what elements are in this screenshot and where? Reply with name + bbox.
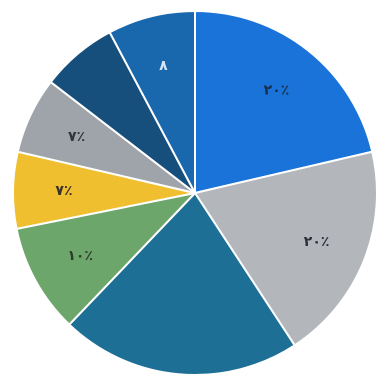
pie-slice-3: [67, 191, 297, 376]
pie-slice-4: [15, 191, 198, 327]
pie-slice-label-6: ٧٪: [68, 129, 85, 145]
pie-slice-label-1: ٢٠٪: [264, 82, 290, 98]
pie-slice-label-5: ٧٪: [55, 183, 72, 199]
pie-slice-1: [194, 9, 374, 195]
pie-slice-label-4: ١٠٪: [67, 248, 93, 264]
pie-slice-label-2: ٢٠٪: [304, 234, 330, 250]
pie-slice-2: [193, 150, 378, 347]
pie-slice-label-8: ٨: [159, 58, 168, 74]
pie-slice-8: [108, 9, 196, 194]
